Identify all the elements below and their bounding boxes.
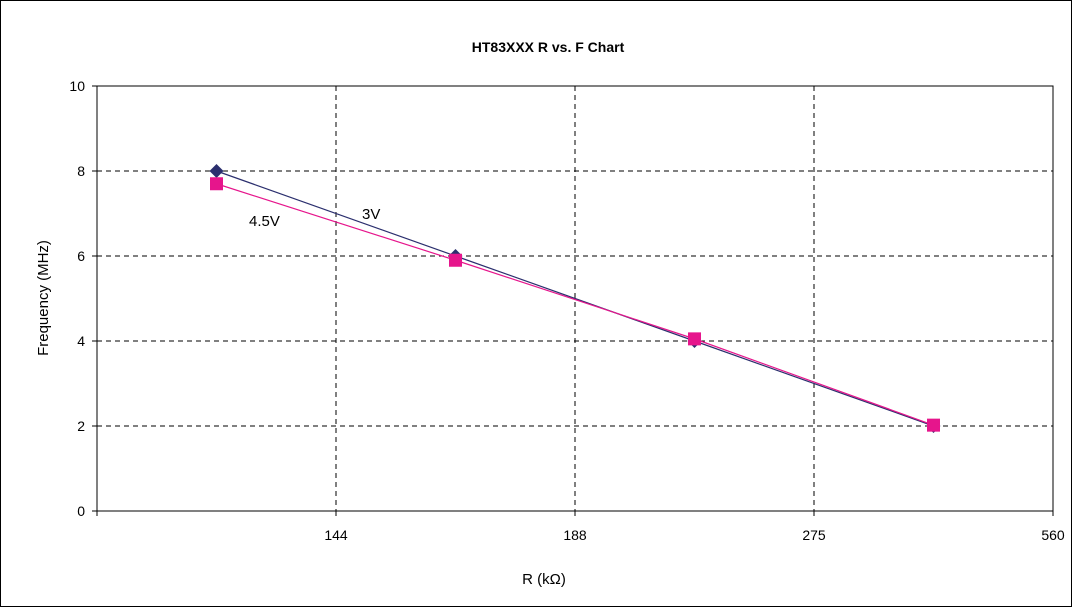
chart-title: HT83XXX R vs. F Chart xyxy=(472,39,625,55)
data-point-square xyxy=(210,177,223,191)
y-axis-ticks: 0 2 4 6 8 10 xyxy=(69,78,97,519)
series-line xyxy=(216,170,934,427)
data-point-square xyxy=(927,418,940,432)
x-axis-ticks: 144 188 275 560 xyxy=(96,511,1065,543)
annotation-3v: 3V xyxy=(362,206,380,223)
y-tick-label: 2 xyxy=(77,418,85,434)
x-tick-label: 188 xyxy=(563,527,587,543)
y-tick-label: 6 xyxy=(77,248,85,264)
grid-lines xyxy=(97,86,1053,511)
data-point-square xyxy=(449,253,462,267)
y-tick-label: 4 xyxy=(77,333,85,349)
x-tick-label: 275 xyxy=(802,527,826,543)
x-tick-label: 560 xyxy=(1041,527,1065,543)
y-tick-label: 8 xyxy=(77,163,85,179)
x-axis-label: R (kΩ) xyxy=(522,571,566,588)
y-tick-label: 10 xyxy=(69,78,85,94)
annotation-4-5v: 4.5V xyxy=(249,213,280,230)
series-group xyxy=(209,164,941,433)
data-point-diamond xyxy=(209,164,224,178)
y-tick-label: 0 xyxy=(77,503,85,519)
y-axis-label: Frequency (MHz) xyxy=(35,240,52,356)
data-point-square xyxy=(688,332,701,346)
series-line xyxy=(216,183,934,426)
x-tick-label: 144 xyxy=(324,527,348,543)
